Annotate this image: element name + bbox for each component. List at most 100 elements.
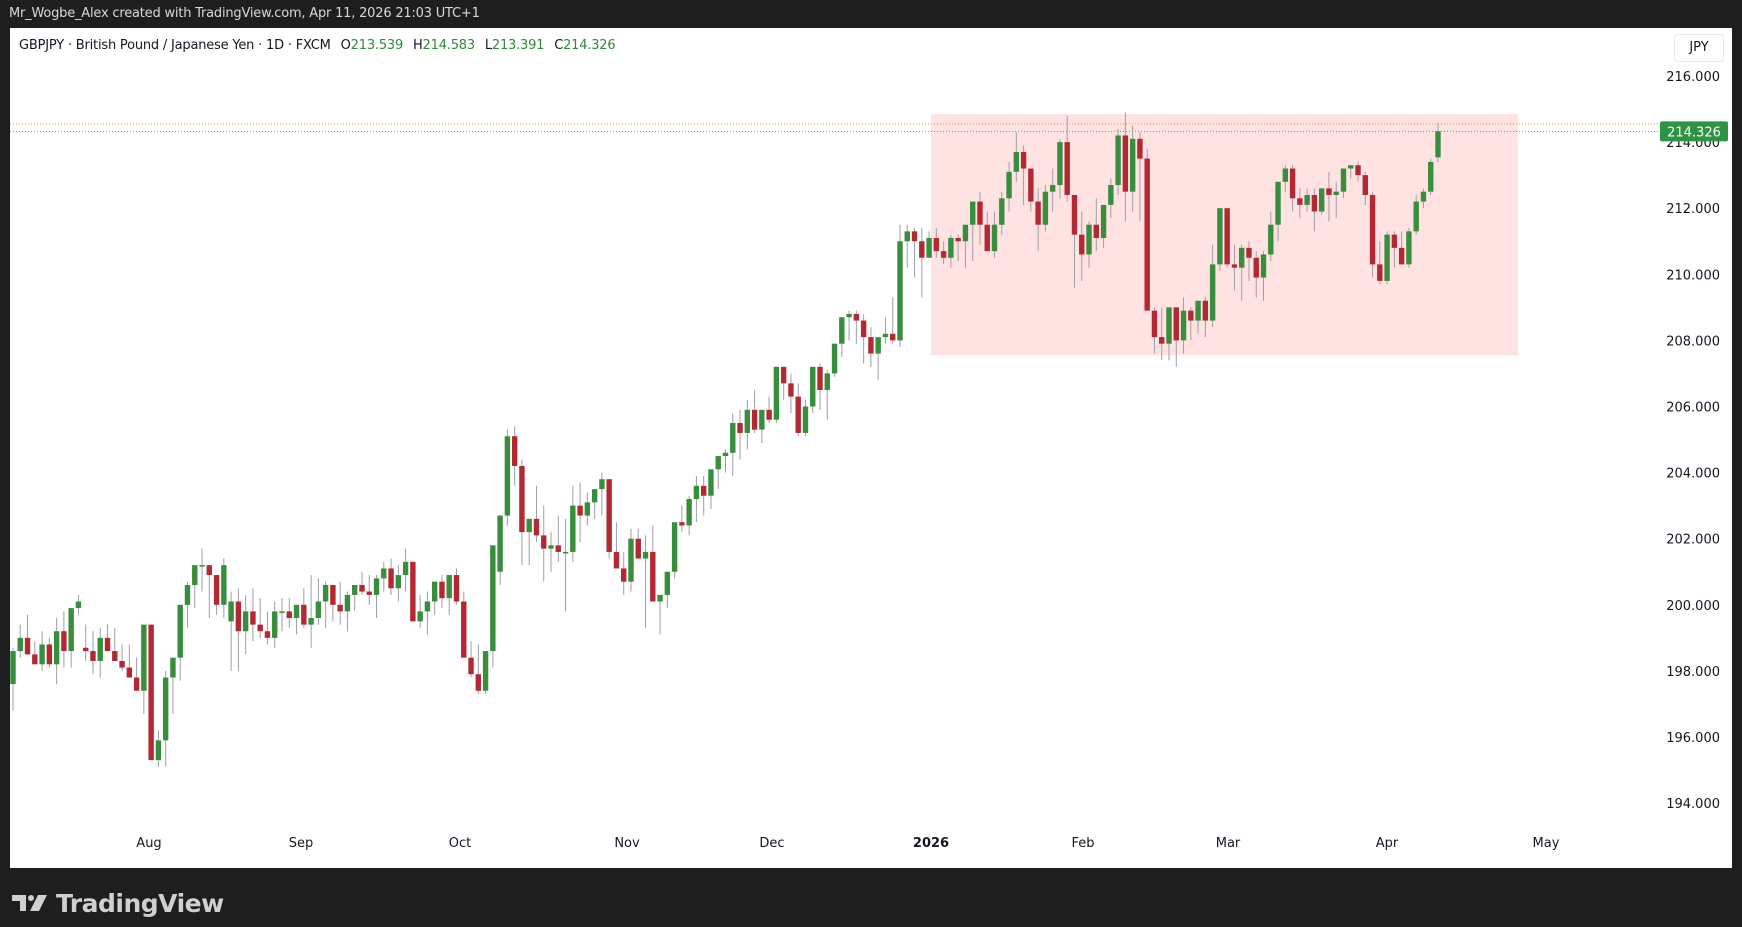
candle	[1282, 168, 1289, 182]
symbol-description: British Pound / Japanese Yen	[75, 38, 255, 53]
candle	[75, 601, 82, 609]
candle	[599, 479, 605, 490]
candle	[911, 231, 918, 242]
candle	[264, 631, 271, 638]
time-axis-label: Apr	[1376, 836, 1399, 851]
time-axis-label: Aug	[136, 836, 161, 851]
time-axis-label: Mar	[1216, 836, 1241, 851]
candle	[1144, 158, 1150, 311]
candle	[1238, 247, 1245, 268]
brand-name: TradingView	[56, 888, 224, 918]
price-axis-label: 198.000	[1666, 665, 1720, 680]
candle	[286, 611, 292, 619]
candle	[206, 565, 213, 576]
candle	[1086, 224, 1092, 255]
last-price-badge	[1660, 121, 1728, 142]
candle	[991, 224, 998, 252]
price-axis-label: 200.000	[1666, 599, 1720, 614]
candle	[1100, 204, 1107, 238]
candle	[1428, 161, 1434, 192]
candle	[533, 518, 540, 536]
candle	[184, 584, 191, 605]
last-price-text: 214.326	[1667, 125, 1721, 140]
candle	[1355, 165, 1361, 176]
chart-panel[interactable]: 216.000 214.000 212.000 210.000 208.000 206.0…	[10, 28, 1732, 868]
candle	[584, 502, 591, 516]
candle	[1420, 191, 1427, 202]
candle	[671, 522, 678, 572]
candle	[453, 575, 460, 602]
price-axis-label: 212.000	[1666, 202, 1720, 217]
candle	[133, 677, 140, 691]
candle	[511, 436, 518, 466]
candle	[1435, 131, 1441, 158]
candle	[1268, 224, 1274, 255]
high-label: H	[412, 38, 423, 53]
candle	[846, 313, 852, 318]
candle	[1079, 234, 1085, 255]
candle	[1326, 188, 1332, 195]
candle	[308, 618, 314, 625]
candle	[824, 373, 830, 390]
candle	[984, 224, 990, 252]
candle	[882, 333, 889, 338]
candle	[272, 611, 278, 638]
candle	[431, 581, 438, 602]
candle	[90, 651, 96, 661]
price-axis-label: 210.000	[1666, 268, 1720, 283]
candle	[773, 366, 780, 420]
symbol-name[interactable]: GBPJPY	[19, 38, 64, 53]
candle	[257, 624, 263, 632]
candle	[1195, 300, 1201, 321]
candle	[424, 601, 431, 612]
candle	[1180, 310, 1187, 341]
candle	[1035, 201, 1041, 225]
tradingview-logo[interactable]: TradingView	[12, 888, 224, 918]
candle	[1304, 194, 1310, 205]
candle	[148, 624, 154, 761]
candle	[1202, 300, 1209, 321]
candle	[104, 637, 111, 652]
candlestick-chart[interactable]: 216.000214.000212.000210.000208.000206.0…	[10, 28, 1732, 868]
candle	[977, 201, 983, 225]
candle	[17, 637, 23, 652]
candle	[940, 251, 947, 258]
candle	[1028, 168, 1034, 202]
candle	[904, 231, 910, 242]
interval[interactable]: 1D	[266, 38, 284, 53]
candle	[461, 601, 467, 658]
currency-button[interactable]: JPY	[1674, 34, 1724, 62]
candle	[1275, 181, 1281, 225]
candle	[352, 584, 358, 595]
candle	[228, 601, 234, 622]
price-axis-label: 208.000	[1666, 334, 1720, 349]
candle	[708, 469, 714, 496]
symbol-legend: GBPJPY · British Pound / Japanese Yen · …	[19, 38, 616, 53]
candle	[410, 561, 416, 622]
candle	[853, 313, 860, 321]
candle	[817, 366, 823, 390]
candle	[1260, 254, 1267, 278]
close-label: C	[554, 38, 564, 53]
candle	[664, 571, 671, 595]
candle	[126, 667, 133, 678]
candle	[1071, 194, 1078, 235]
candle	[53, 631, 60, 665]
candle	[693, 485, 700, 500]
candle	[1340, 168, 1347, 192]
candle	[388, 568, 394, 589]
candle	[366, 591, 372, 595]
price-axis-label: 202.000	[1666, 533, 1720, 548]
time-axis-label: Oct	[449, 836, 471, 851]
candle	[555, 545, 561, 552]
time-axis-label: Feb	[1071, 836, 1094, 851]
candle	[919, 241, 925, 258]
candle	[155, 740, 162, 761]
candle	[1406, 231, 1412, 265]
candle	[628, 538, 634, 582]
candle	[330, 584, 336, 605]
time-axis-label: Dec	[759, 836, 784, 851]
candle	[1311, 194, 1318, 212]
candle	[969, 201, 976, 225]
candle	[650, 551, 656, 602]
